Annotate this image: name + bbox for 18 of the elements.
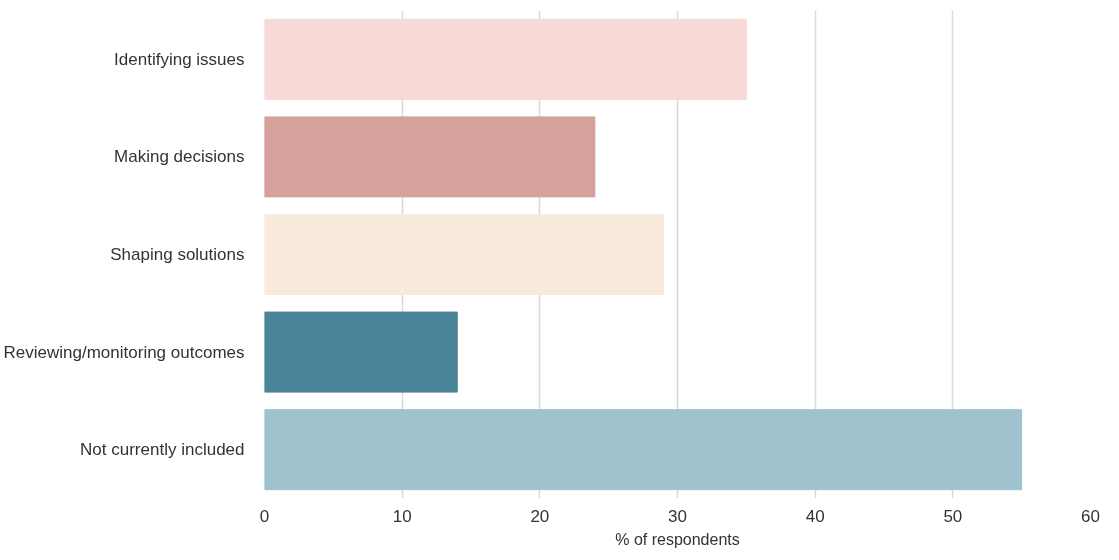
- bar: [264, 311, 458, 393]
- bar: [264, 18, 747, 100]
- x-tick-label: 50: [943, 506, 963, 526]
- y-tick-label: Identifying issues: [114, 49, 245, 69]
- y-tick-label: Shaping solutions: [110, 245, 245, 264]
- x-tick-label: 40: [805, 506, 825, 526]
- x-tick-label: 20: [530, 506, 550, 526]
- y-tick-label: Not currently included: [80, 440, 245, 460]
- y-tick-label: Making decisions: [114, 147, 245, 167]
- bar: [264, 116, 596, 198]
- bar: [264, 213, 665, 296]
- x-tick-label: 10: [392, 506, 412, 526]
- y-tick-label: Reviewing/monitoring outcomes: [3, 342, 245, 362]
- x-axis-title: % of respondents: [615, 530, 740, 548]
- x-tick-label: 60: [1081, 506, 1100, 526]
- x-tick-label: 0: [259, 506, 270, 526]
- bar: [264, 409, 1023, 491]
- x-tick-label: 30: [668, 506, 687, 526]
